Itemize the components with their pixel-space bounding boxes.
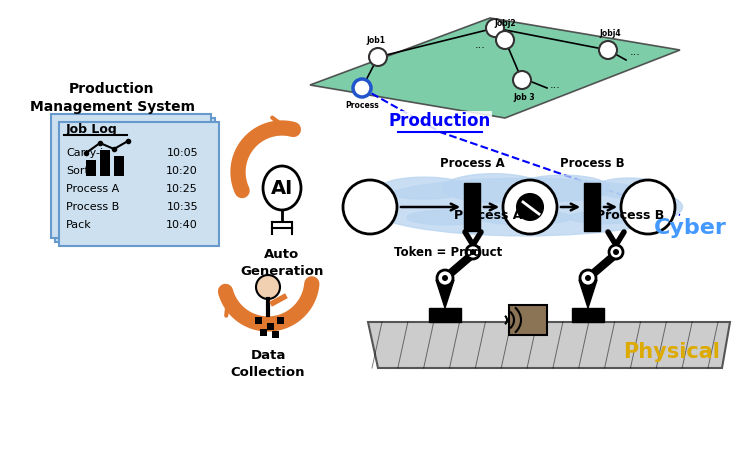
- Bar: [267, 323, 274, 330]
- Circle shape: [470, 249, 476, 255]
- Text: Sort: Sort: [66, 166, 88, 176]
- Text: ...: ...: [630, 47, 640, 57]
- Text: Data
Collection: Data Collection: [231, 349, 305, 379]
- Polygon shape: [579, 280, 597, 308]
- Circle shape: [486, 19, 504, 37]
- Ellipse shape: [478, 210, 572, 225]
- Text: Physical: Physical: [623, 342, 721, 362]
- Ellipse shape: [263, 166, 301, 210]
- Text: Carry-in: Carry-in: [66, 148, 110, 158]
- Polygon shape: [310, 18, 680, 118]
- Text: Process A: Process A: [66, 184, 119, 194]
- Circle shape: [609, 245, 623, 259]
- FancyBboxPatch shape: [55, 118, 215, 242]
- Circle shape: [442, 275, 448, 281]
- FancyBboxPatch shape: [51, 114, 211, 238]
- Text: Process B: Process B: [560, 157, 624, 170]
- Text: Process B: Process B: [596, 209, 664, 222]
- Bar: [572, 308, 604, 322]
- Circle shape: [516, 193, 544, 221]
- Ellipse shape: [380, 177, 468, 199]
- Bar: [272, 331, 279, 338]
- Text: 10:40: 10:40: [166, 220, 198, 230]
- Text: Job 3: Job 3: [513, 93, 535, 102]
- Ellipse shape: [443, 174, 544, 203]
- Text: Process: Process: [345, 101, 379, 110]
- Text: 10:20: 10:20: [166, 166, 198, 176]
- Bar: [429, 308, 461, 322]
- Text: ...: ...: [475, 40, 486, 50]
- Ellipse shape: [368, 178, 682, 236]
- Ellipse shape: [594, 178, 664, 198]
- Circle shape: [256, 275, 280, 299]
- Circle shape: [503, 180, 557, 234]
- FancyBboxPatch shape: [67, 126, 153, 184]
- Circle shape: [585, 275, 591, 281]
- Text: Auto
Generation: Auto Generation: [240, 248, 324, 278]
- FancyBboxPatch shape: [59, 122, 219, 246]
- Text: Job1: Job1: [367, 36, 386, 45]
- Text: Cyber: Cyber: [653, 218, 727, 238]
- Bar: [584, 183, 600, 231]
- Bar: [464, 183, 480, 231]
- Text: Process B: Process B: [66, 202, 119, 212]
- Circle shape: [599, 41, 617, 59]
- Circle shape: [580, 270, 596, 286]
- Bar: [255, 317, 262, 324]
- Circle shape: [621, 180, 675, 234]
- Ellipse shape: [406, 210, 486, 225]
- Text: 10:05: 10:05: [166, 148, 198, 158]
- Bar: [277, 317, 284, 324]
- Text: Jobj2: Jobj2: [494, 19, 516, 28]
- Circle shape: [353, 79, 371, 97]
- Ellipse shape: [515, 175, 610, 201]
- Circle shape: [343, 180, 397, 234]
- Text: Token = Product: Token = Product: [394, 246, 502, 259]
- Text: Jobj4: Jobj4: [599, 29, 621, 38]
- Bar: [100, 150, 110, 176]
- Circle shape: [437, 270, 453, 286]
- Text: Process A: Process A: [454, 209, 522, 222]
- Polygon shape: [368, 322, 730, 368]
- Text: AI: AI: [271, 179, 293, 198]
- Circle shape: [613, 249, 619, 255]
- Circle shape: [466, 245, 480, 259]
- Text: Process A: Process A: [440, 157, 504, 170]
- Text: 10:35: 10:35: [166, 202, 198, 212]
- Text: ...: ...: [550, 80, 561, 90]
- Text: 10:25: 10:25: [166, 184, 198, 194]
- Text: Job Log: Job Log: [66, 123, 118, 136]
- Text: Production
Management System: Production Management System: [29, 82, 194, 114]
- Circle shape: [369, 48, 387, 66]
- Bar: [260, 329, 267, 336]
- Circle shape: [496, 31, 514, 49]
- Polygon shape: [436, 280, 454, 308]
- Text: Pack: Pack: [66, 220, 92, 230]
- Bar: [86, 160, 96, 176]
- Circle shape: [513, 71, 531, 89]
- Bar: [114, 156, 124, 176]
- Text: Production: Production: [388, 112, 491, 130]
- Ellipse shape: [569, 211, 638, 224]
- FancyBboxPatch shape: [509, 305, 547, 335]
